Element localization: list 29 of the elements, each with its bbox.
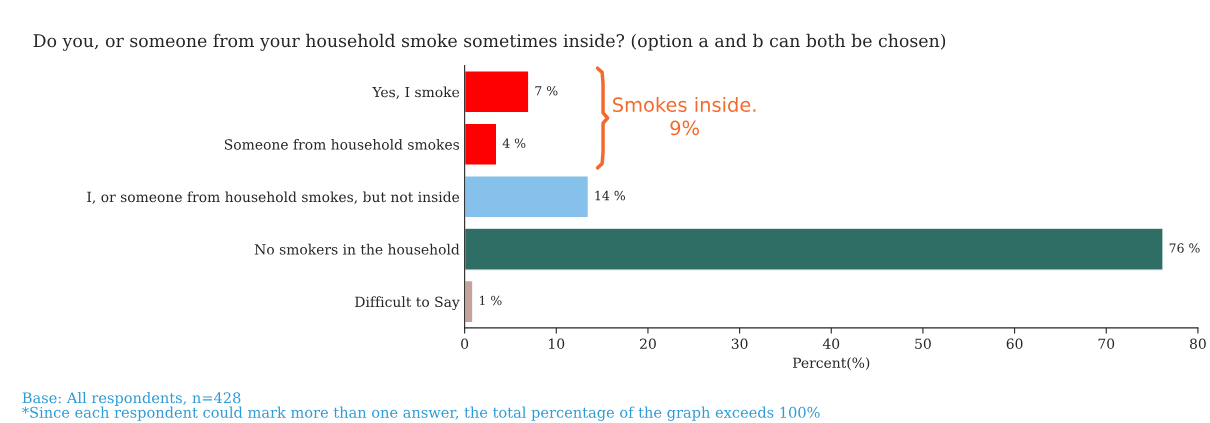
x-tick-label: 40: [822, 338, 840, 349]
x-axis-title: Percent(%): [792, 357, 870, 370]
x-tick-label: 80: [1189, 338, 1206, 349]
bar: [464, 70, 530, 114]
data-label: 76 %: [1169, 243, 1200, 253]
x-tick-label: 0: [461, 338, 469, 349]
x-tick-label: 20: [640, 338, 656, 349]
text: *Since each respondent could mark more than one answer, the total percentage of the graph exceeds 100%: [22, 406, 820, 421]
bar: [464, 227, 1164, 271]
y-tick-label: Difficult to Say: [355, 296, 460, 310]
chart-title: Do you, or someone from your household smoke sometimes inside? (option a and b can both be chosen): [33, 33, 946, 51]
text: Base: All respondents, n=428: [22, 391, 241, 407]
data-label: 7 %: [535, 85, 558, 96]
x-tick-label: 10: [549, 338, 565, 349]
bar: [464, 175, 590, 219]
annotation: Smokes inside. 9%: [613, 96, 756, 136]
data-label: 1 %: [479, 295, 502, 306]
x-tick-label: 70: [1098, 338, 1115, 349]
x-tick-label: 50: [915, 338, 931, 349]
data-label: 4 %: [502, 138, 526, 148]
bar: [464, 279, 474, 324]
y-tick-label: I, or someone from household smokes, but not inside: [87, 191, 460, 204]
x-tick-label: 60: [1006, 338, 1023, 349]
y-tick-label: Someone from household smokes: [224, 138, 460, 150]
x-tick-label: 30: [731, 338, 748, 349]
bar: [464, 122, 498, 166]
y-tick-label: No smokers in the household: [254, 243, 460, 255]
data-label: 14 %: [595, 190, 625, 201]
y-tick-label: Yes, I smoke: [372, 86, 460, 99]
